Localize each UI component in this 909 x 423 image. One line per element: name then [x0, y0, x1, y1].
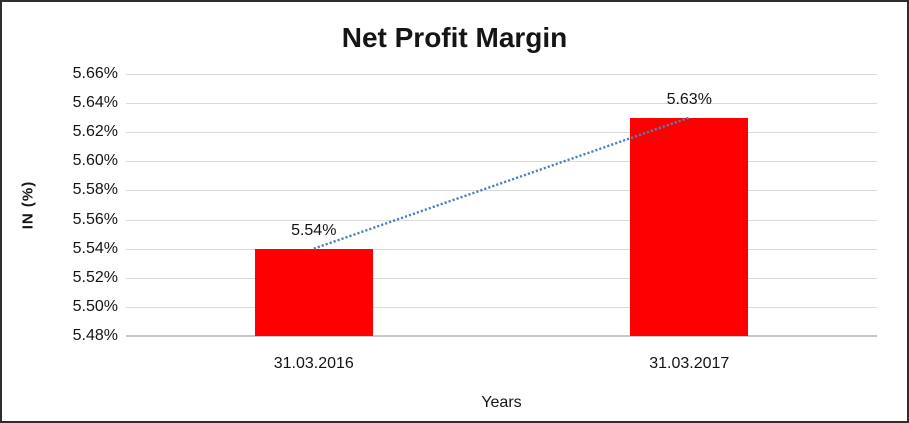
y-tick-label: 5.62%	[72, 123, 118, 141]
y-tick-label: 5.52%	[72, 268, 118, 286]
y-tick-label: 5.66%	[72, 65, 118, 82]
bar-31.03.2016	[254, 248, 373, 336]
gridline	[126, 74, 877, 75]
gridline	[126, 132, 877, 133]
x-axis-line	[126, 335, 877, 337]
gridline	[126, 161, 877, 162]
y-tick-label: 5.48%	[72, 327, 118, 344]
bar-value-label: 5.54%	[291, 221, 337, 239]
gridline	[126, 249, 877, 250]
y-tick-label: 5.54%	[72, 239, 118, 257]
x-tick-label: 31.03.2017	[649, 355, 730, 372]
y-tick-label: 5.60%	[72, 152, 118, 170]
y-tick-label: 5.58%	[72, 181, 118, 199]
y-tick-label: 5.56%	[72, 210, 118, 228]
bar-value-label: 5.63%	[666, 90, 712, 108]
gridline	[126, 103, 877, 104]
gridline	[126, 220, 877, 221]
gridline	[126, 307, 877, 308]
x-axis-title: Years	[481, 394, 522, 411]
gridline	[126, 278, 877, 279]
y-tick-label: 5.50%	[72, 297, 118, 315]
y-tick-label: 5.64%	[72, 94, 118, 112]
x-tick-label: 31.03.2016	[273, 355, 354, 372]
gridline	[126, 190, 877, 191]
bar-31.03.2017	[630, 117, 749, 336]
chart-title: Net Profit Margin	[341, 22, 568, 53]
